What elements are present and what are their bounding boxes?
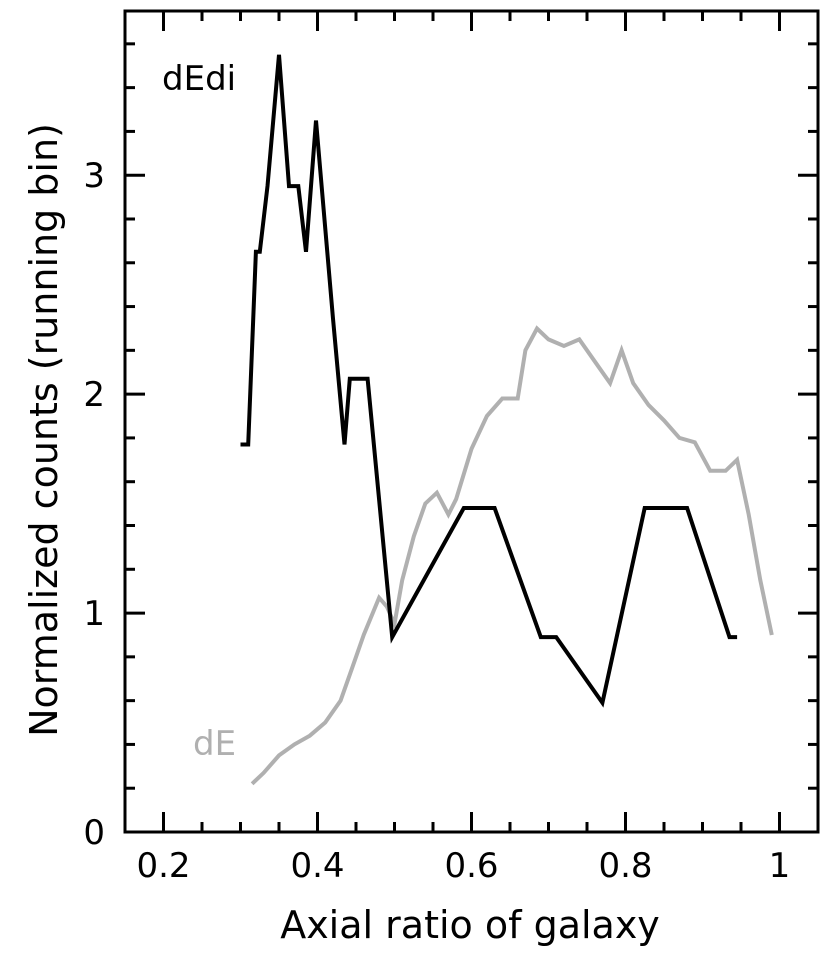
series-label-dEdi: dEdi <box>162 59 236 99</box>
series-line-dE <box>250 325 774 786</box>
y-tick-label: 0 <box>83 813 105 853</box>
y-axis-label: Normalized counts (running bin) <box>22 123 66 737</box>
tick-labels: 0.2 0.4 0.6 0.8 1 0 1 2 3 <box>83 156 790 886</box>
x-tick-label: 0.6 <box>444 846 498 886</box>
x-tick-label: 0.4 <box>290 846 344 886</box>
series-lines <box>240 54 774 786</box>
series-label-dE: dE <box>193 724 236 764</box>
x-tick-label: 0.8 <box>598 846 652 886</box>
plot-frame <box>123 9 820 834</box>
y-tick-label: 3 <box>83 156 105 196</box>
y-tick-label: 2 <box>83 375 105 415</box>
y-tick-label: 1 <box>83 594 105 634</box>
axis-ticks <box>123 11 820 834</box>
x-tick-label: 0.2 <box>136 846 190 886</box>
series-line-dEdi <box>240 54 738 708</box>
x-axis-label: Axial ratio of galaxy <box>280 903 660 947</box>
x-tick-label: 1 <box>769 846 791 886</box>
